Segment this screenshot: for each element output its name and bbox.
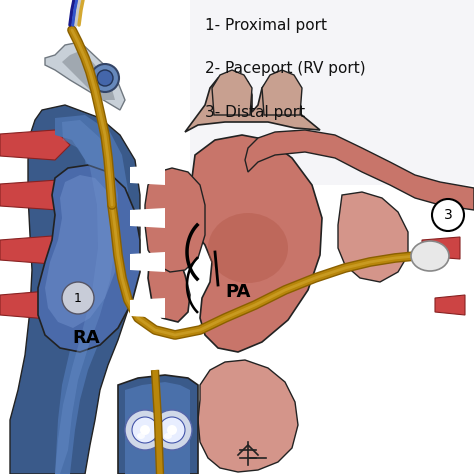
Polygon shape	[45, 175, 118, 328]
Polygon shape	[62, 50, 115, 100]
Circle shape	[91, 64, 119, 92]
Text: 2- Paceport (RV port): 2- Paceport (RV port)	[205, 61, 365, 75]
Polygon shape	[435, 295, 465, 315]
Polygon shape	[10, 105, 140, 474]
Text: PA: PA	[225, 283, 250, 301]
Polygon shape	[145, 168, 205, 272]
Text: 3- Distal port: 3- Distal port	[205, 104, 305, 119]
Polygon shape	[0, 236, 67, 264]
Polygon shape	[198, 360, 298, 472]
Circle shape	[132, 417, 158, 443]
Text: 3: 3	[444, 208, 452, 222]
Polygon shape	[190, 0, 474, 185]
Polygon shape	[0, 291, 63, 319]
Polygon shape	[130, 208, 165, 228]
Circle shape	[97, 70, 113, 86]
Ellipse shape	[411, 241, 449, 271]
Polygon shape	[38, 165, 140, 352]
Polygon shape	[245, 130, 474, 210]
Polygon shape	[262, 70, 302, 115]
Circle shape	[167, 425, 177, 435]
Polygon shape	[125, 382, 190, 474]
Ellipse shape	[208, 213, 288, 283]
Polygon shape	[0, 130, 70, 160]
Text: RA: RA	[72, 329, 100, 347]
Polygon shape	[0, 180, 73, 210]
Circle shape	[152, 410, 192, 450]
Text: 1: 1	[74, 292, 82, 304]
Polygon shape	[130, 298, 165, 318]
Polygon shape	[422, 237, 460, 259]
Circle shape	[432, 199, 464, 231]
Circle shape	[62, 282, 94, 314]
Ellipse shape	[164, 433, 172, 439]
Ellipse shape	[137, 433, 145, 439]
Polygon shape	[338, 192, 408, 282]
Polygon shape	[212, 70, 252, 115]
Circle shape	[159, 417, 185, 443]
Polygon shape	[185, 73, 320, 132]
Circle shape	[140, 425, 150, 435]
Polygon shape	[130, 252, 165, 272]
Polygon shape	[45, 42, 125, 110]
Polygon shape	[148, 135, 322, 352]
Polygon shape	[130, 165, 165, 185]
Polygon shape	[118, 375, 198, 474]
Text: 1- Proximal port: 1- Proximal port	[205, 18, 327, 33]
Circle shape	[125, 410, 165, 450]
Polygon shape	[55, 120, 118, 474]
Polygon shape	[55, 115, 128, 474]
